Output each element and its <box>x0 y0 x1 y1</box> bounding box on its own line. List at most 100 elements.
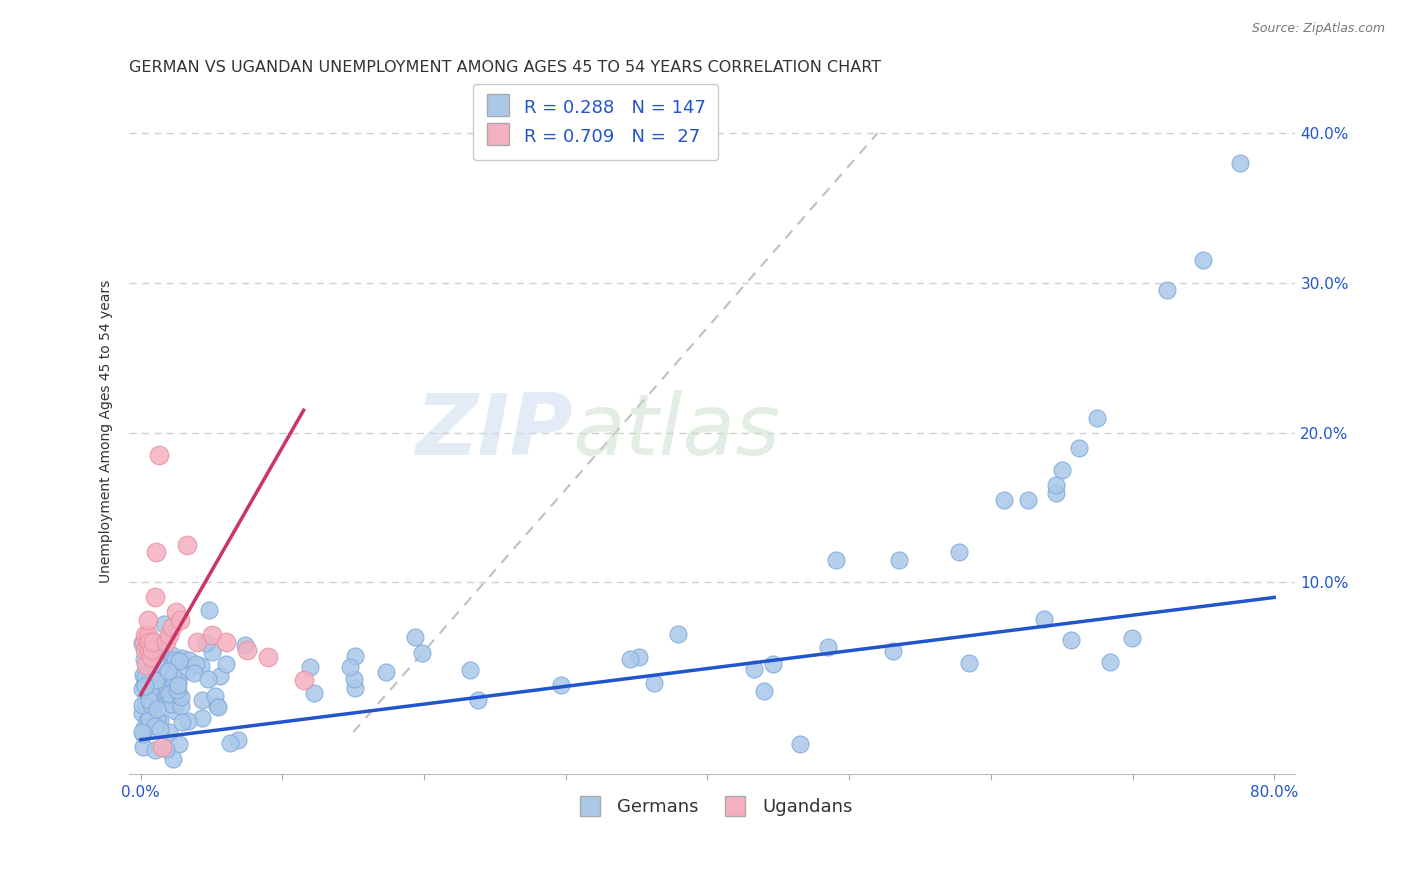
Point <box>374 665 396 680</box>
Point <box>143 665 166 679</box>
Point <box>148 723 170 737</box>
Point <box>207 699 229 714</box>
Point <box>186 635 208 649</box>
Text: ZIP: ZIP <box>415 390 572 473</box>
Point <box>134 679 156 693</box>
Point <box>146 712 169 726</box>
Point <box>145 688 167 702</box>
Point <box>752 684 775 698</box>
Point <box>1045 485 1067 500</box>
Point <box>176 663 198 677</box>
Point <box>157 725 180 739</box>
Point <box>134 643 156 657</box>
Point <box>666 627 689 641</box>
Legend: Germans, Ugandans: Germans, Ugandans <box>565 791 859 823</box>
Point <box>152 616 174 631</box>
Point <box>142 635 165 649</box>
Point <box>1045 478 1067 492</box>
Point <box>458 663 481 677</box>
Point <box>143 645 166 659</box>
Point <box>131 725 153 739</box>
Point <box>882 644 904 658</box>
Point <box>304 686 326 700</box>
Point <box>138 712 160 726</box>
Point <box>150 652 173 666</box>
Point <box>135 657 157 672</box>
Point <box>157 664 180 678</box>
Point <box>156 681 179 695</box>
Point <box>166 683 188 698</box>
Point <box>146 679 169 693</box>
Point <box>146 681 169 696</box>
Point <box>825 553 848 567</box>
Point <box>141 665 163 679</box>
Point <box>157 628 180 642</box>
Text: atlas: atlas <box>572 390 780 473</box>
Point <box>344 681 367 696</box>
Point <box>138 635 160 649</box>
Point <box>131 682 153 697</box>
Point <box>141 640 163 654</box>
Point <box>176 714 198 728</box>
Point <box>145 654 167 668</box>
Point <box>148 714 170 728</box>
Point <box>131 698 153 713</box>
Point <box>789 737 811 751</box>
Point <box>339 659 361 673</box>
Point <box>236 643 259 657</box>
Point <box>143 719 166 733</box>
Point <box>162 752 184 766</box>
Point <box>170 698 193 713</box>
Point <box>141 638 163 652</box>
Point <box>132 667 155 681</box>
Point <box>165 695 187 709</box>
Point <box>138 693 160 707</box>
Point <box>135 714 157 728</box>
Point <box>145 673 167 688</box>
Point <box>198 603 221 617</box>
Point <box>165 606 187 620</box>
Point <box>957 657 980 671</box>
Point <box>148 448 170 462</box>
Point <box>138 685 160 699</box>
Point <box>160 620 183 634</box>
Point <box>167 674 190 689</box>
Point <box>159 686 181 700</box>
Point <box>619 652 641 666</box>
Point <box>201 645 224 659</box>
Point <box>145 656 167 670</box>
Point <box>139 684 162 698</box>
Point <box>411 646 433 660</box>
Point <box>226 732 249 747</box>
Point <box>150 740 173 755</box>
Point <box>186 657 208 672</box>
Point <box>132 635 155 649</box>
Point <box>1017 493 1039 508</box>
Point <box>139 650 162 665</box>
Point <box>1085 410 1108 425</box>
Point <box>197 672 219 686</box>
Point <box>155 635 177 649</box>
Point <box>146 684 169 698</box>
Point <box>149 685 172 699</box>
Point <box>145 690 167 704</box>
Point <box>170 690 193 705</box>
Point <box>148 685 170 699</box>
Point <box>134 652 156 666</box>
Point <box>205 699 228 714</box>
Point <box>162 669 184 683</box>
Point <box>136 613 159 627</box>
Point <box>183 665 205 680</box>
Point <box>157 687 180 701</box>
Point <box>1060 633 1083 648</box>
Point <box>191 711 214 725</box>
Point <box>131 740 153 755</box>
Point <box>215 657 238 672</box>
Point <box>195 636 218 650</box>
Point <box>190 658 212 673</box>
Y-axis label: Unemployment Among Ages 45 to 54 years: Unemployment Among Ages 45 to 54 years <box>100 279 114 582</box>
Point <box>762 657 785 671</box>
Point <box>141 643 163 657</box>
Text: Source: ZipAtlas.com: Source: ZipAtlas.com <box>1251 22 1385 36</box>
Point <box>167 654 190 668</box>
